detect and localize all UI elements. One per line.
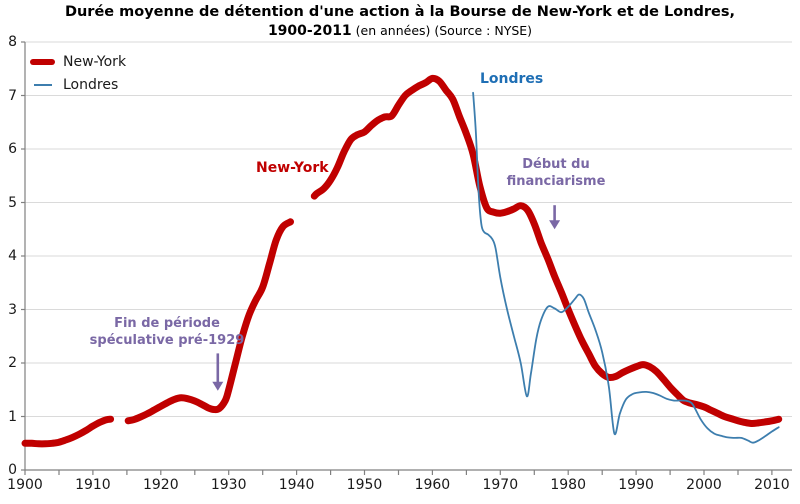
x-tick-label-1960: 1960 [414,477,451,493]
y-tick-label-1: 1 [8,408,17,425]
series-line-newyork-seg2 [310,74,783,428]
chart-title-block: Durée moyenne de détention d'une action … [0,4,800,39]
y-tick-label-6: 6 [8,141,17,157]
chart-subtitle-years: 1900-2011 [267,23,352,39]
chart-subtitle-source: (en années) (Source : NYSE) [351,23,533,38]
x-tick-label-1970: 1970 [482,477,519,493]
chart-title: Durée moyenne de détention d'une action … [64,4,736,20]
annotation-financiarisme-line2: financiarisme [506,174,606,189]
new-york-line-swatch-icon [30,58,55,65]
x-tick-label-2010: 2010 [754,477,790,493]
annotation-pre-1929-line1: Fin de période [114,316,220,331]
legend-label-new-york: New-York [63,53,127,70]
x-tick-label-1980: 1980 [550,477,586,493]
series-line-newyork-seg0 [21,415,115,448]
annotation-arrow-head-icon-1 [549,220,561,230]
legend-label-londres: Londres [63,76,119,93]
y-tick-label-3: 3 [8,301,17,318]
annotation-financiarisme: Début du financiarisme [446,156,666,190]
y-tick-label-5: 5 [8,194,17,211]
series-line-londres-seg0 [472,91,780,444]
annotation-pre-1929-line2: spéculative pré-1929 [89,333,245,348]
x-tick-label-1950: 1950 [346,477,383,493]
x-tick-label-1920: 1920 [142,477,179,493]
annotation-financiarisme-line1: Début du [522,157,590,172]
y-tick-label-0: 0 [8,462,17,478]
x-tick-label-1990: 1990 [618,477,654,493]
y-tick-label-7: 7 [8,87,17,104]
annotation-pre-1929: Fin de période spéculative pré-1929 [57,315,277,349]
y-tick-label-2: 2 [8,355,17,371]
londres-line-swatch-icon [34,83,52,86]
y-tick-label-8: 8 [8,34,17,50]
legend-item-new-york: New-York [30,50,126,73]
x-tick-label-1910: 1910 [75,477,111,493]
series-label-new-york: New-York [256,160,329,176]
series-line-newyork-seg1 [124,218,294,425]
x-tick-label-1900: 1900 [7,477,43,493]
legend: New-York Londres [30,50,126,96]
y-tick-label-4: 4 [8,248,17,264]
x-tick-label-1940: 1940 [278,477,315,493]
chart-subtitle: 1900-2011 (en années) (Source : NYSE) [0,23,800,39]
x-tick-label-2000: 2000 [686,477,722,493]
series-label-londres: Londres [480,71,544,87]
legend-item-londres: Londres [30,73,126,96]
annotation-arrow-head-icon-0 [212,381,224,391]
x-tick-label-1930: 1930 [210,477,247,493]
